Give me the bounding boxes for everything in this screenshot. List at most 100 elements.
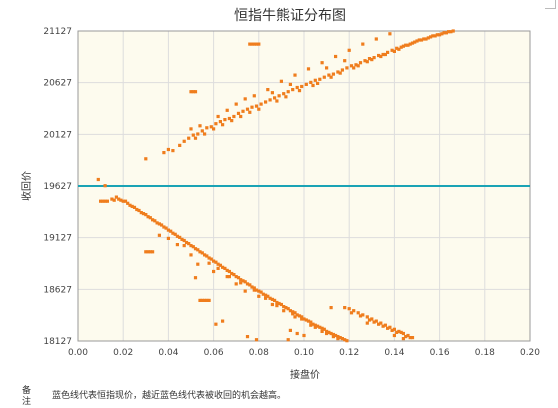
data-point [198,298,202,302]
data-point [205,254,209,258]
data-point [442,31,446,35]
data-point [377,53,381,58]
data-point [191,133,195,137]
data-point [279,302,283,307]
data-point [429,35,433,39]
data-point [252,286,256,290]
data-point [358,61,363,65]
data-point [367,57,372,61]
data-point [397,47,401,51]
data-point [322,327,326,331]
data-point [345,66,349,70]
data-point [320,61,324,65]
data-point [245,107,250,111]
data-point [166,147,170,152]
data-point [225,108,229,112]
data-point [254,338,259,342]
data-point [325,66,329,70]
data-point [329,75,333,79]
data-point [182,244,186,248]
data-point [243,97,247,101]
data-point [264,296,268,300]
data-point [343,338,347,342]
data-point [254,42,259,46]
data-point [227,116,231,121]
data-point [130,204,134,208]
data-point [135,207,139,212]
data-point [433,34,437,38]
data-point [214,322,218,326]
data-point [295,331,299,336]
data-point [338,71,342,75]
data-point [193,276,198,280]
data-point [311,83,315,88]
data-point [230,119,234,123]
data-point [316,324,320,328]
data-point [268,98,272,102]
data-point [96,177,100,182]
data-point [171,231,175,235]
data-point [277,301,281,306]
data-point [148,216,152,220]
data-point [243,289,247,293]
data-point [236,276,241,280]
data-point [257,289,261,293]
data-point [354,63,358,67]
data-point [245,282,250,286]
data-point [327,330,331,334]
x-tick-label: 0.18 [475,348,495,358]
data-point [438,33,442,37]
data-point [365,315,369,319]
note-text: 蓝色线代表恒指现价，越近蓝色线代表被收回的机会越高。 [52,391,287,401]
x-axis-label: 接盘价 [290,368,320,381]
data-point [193,90,198,94]
data-point [139,211,143,215]
data-point [207,261,211,265]
data-point [214,260,218,264]
data-point [365,60,369,64]
data-point [435,33,439,37]
data-point [189,244,193,248]
data-point [239,278,243,282]
data-point [352,66,356,70]
data-point [397,329,401,333]
data-point [325,331,329,336]
x-tick-label: 0.08 [249,348,269,358]
data-point [193,247,198,251]
data-point [103,199,107,203]
data-point [291,310,295,314]
plot-area: 0.00 0.02 0.04 0.06 0.08 0.10 0.12 0.14 0.16 0.18… [43,27,540,358]
data-point [383,52,387,57]
x-tick-label: 0.04 [158,348,178,358]
data-point [399,45,403,49]
y-tick-label: 19627 [43,182,72,192]
data-point [175,234,179,238]
data-point [395,330,399,334]
data-point [223,266,227,270]
data-point [431,34,435,38]
data-point [144,213,148,217]
data-point [227,269,231,274]
data-point [284,95,288,99]
data-point [381,52,385,57]
data-point [103,184,107,188]
data-point [189,127,193,131]
data-point [146,215,150,219]
data-point [286,338,290,342]
data-point [198,124,202,128]
data-point [336,337,340,341]
data-point [347,307,351,311]
data-point [381,324,385,328]
data-point [386,50,390,54]
x-tick-label: 0.20 [520,348,540,358]
data-point [191,245,195,249]
data-point [331,335,335,339]
data-point [261,292,265,296]
data-point [401,331,405,336]
y-tick-label: 20627 [43,79,72,89]
data-point [162,225,166,229]
data-point [105,199,109,203]
data-point [320,329,324,333]
